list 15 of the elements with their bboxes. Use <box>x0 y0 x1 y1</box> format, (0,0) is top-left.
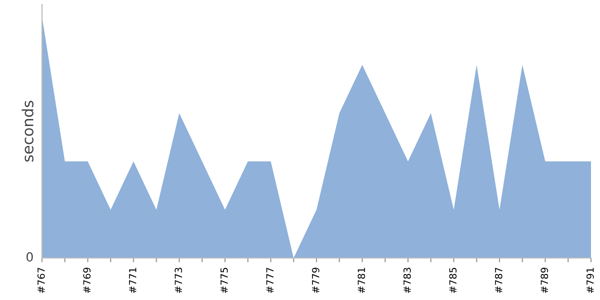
x-tick-label: #767 <box>37 268 45 293</box>
x-tick-label: #783 <box>403 268 411 293</box>
x-tick-label: #771 <box>129 268 136 293</box>
x-tick-label: #779 <box>312 268 320 293</box>
x-tick-label: #775 <box>220 268 228 293</box>
x-tick-label: #777 <box>266 268 274 293</box>
x-tick-label: #785 <box>449 268 457 293</box>
x-tick-label: #781 <box>358 268 366 293</box>
x-tick-label: #791 <box>586 268 594 293</box>
text: 0 <box>26 252 33 262</box>
x-tick-label: #773 <box>174 268 182 293</box>
x-tick-label: #787 <box>494 268 502 293</box>
x-tick-label: #789 <box>540 268 548 293</box>
y-axis-title: seconds <box>22 100 34 162</box>
x-tick-label: #769 <box>83 268 91 293</box>
